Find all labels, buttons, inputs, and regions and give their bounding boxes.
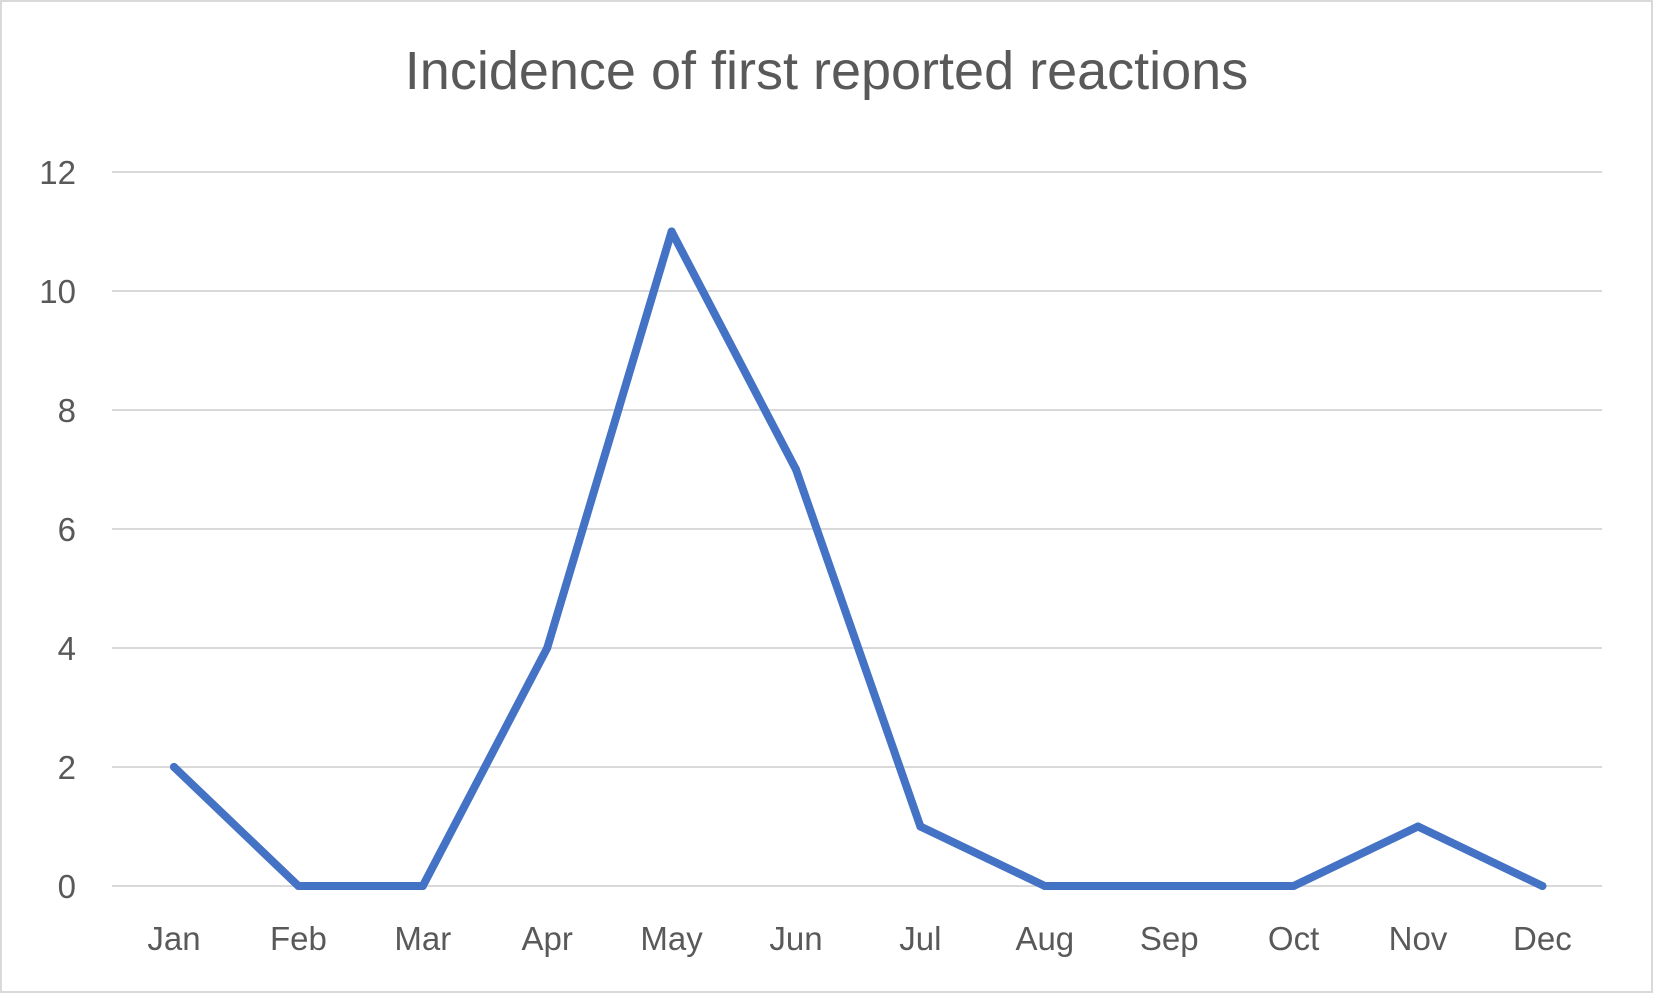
data-point-jun [792,465,800,474]
x-tick-label: Jun [769,920,822,957]
x-tick-label: Mar [394,920,451,957]
data-point-feb [294,882,303,890]
y-axis-ticks: 0 2 4 6 8 10 12 [39,154,76,905]
gridlines [112,171,1602,887]
data-point-nov [1414,822,1422,831]
x-tick-label: Jan [147,920,200,957]
x-tick-label: Jul [899,920,941,957]
x-tick-label: Oct [1268,920,1319,957]
x-tick-label: Apr [522,920,573,957]
series-layer [170,227,1547,890]
data-point-sep [1165,882,1174,890]
y-tick-label: 0 [58,868,76,905]
data-point-mar [418,882,427,890]
x-tick-label: Nov [1389,920,1448,957]
x-axis-ticks: Jan Feb Mar Apr May Jun Jul Aug Sep Oct Nov Dec [147,920,1571,957]
x-tick-label: Sep [1140,920,1199,957]
data-point-jul [916,822,925,831]
data-point-oct [1289,882,1298,890]
data-point-jan [170,763,178,771]
data-point-may [667,227,676,236]
y-tick-label: 12 [39,154,76,191]
y-tick-label: 10 [39,273,76,310]
series-line [170,227,1547,890]
x-tick-label: Dec [1513,920,1572,957]
x-tick-label: May [640,920,703,957]
y-tick-label: 4 [58,630,76,667]
data-point-aug [1040,882,1049,890]
chart-title: Incidence of first reported reactions [404,41,1249,101]
x-tick-label: Aug [1015,920,1074,957]
x-tick-label: Feb [270,920,327,957]
y-tick-label: 2 [58,749,76,786]
data-point-dec [1538,882,1547,890]
y-tick-label: 8 [58,392,76,429]
data-point-apr [543,644,552,652]
y-tick-label: 6 [58,511,76,548]
